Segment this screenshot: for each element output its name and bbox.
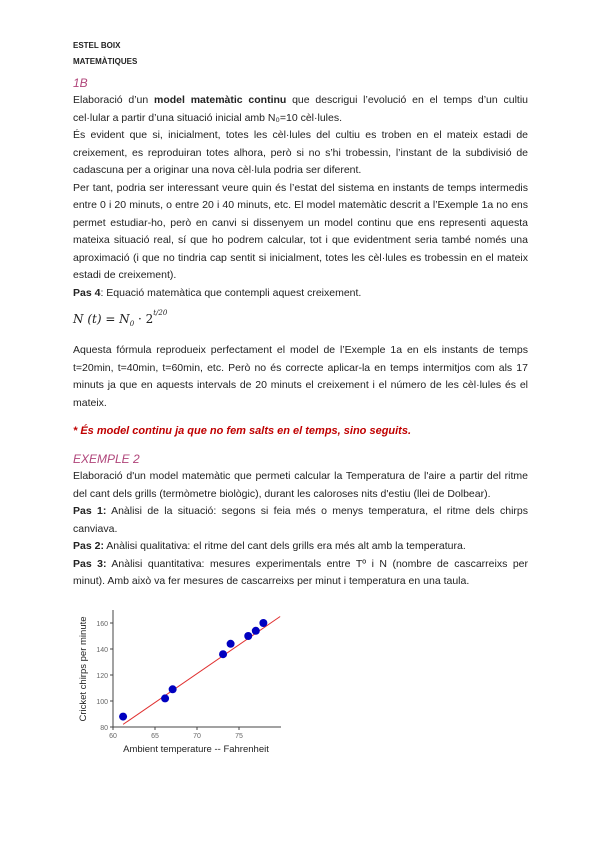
chart-container: 60 65 70 75 80 100 120 140 160 Ambient temperatu… bbox=[60, 599, 528, 757]
x-tick-label: 65 bbox=[151, 733, 159, 740]
y-tick-label: 100 bbox=[96, 699, 108, 706]
data-point bbox=[119, 712, 128, 721]
note: * És model continu ja que no fem salts e… bbox=[73, 425, 412, 437]
section-title: EXEMPLE 2 bbox=[73, 452, 140, 466]
y-tick-label: 160 bbox=[96, 621, 108, 628]
x-tick-label: 60 bbox=[109, 733, 117, 740]
paragraph: Per tant, podria ser interessant veure q… bbox=[73, 181, 528, 282]
paragraph: És evident que si, inicialment, totes le… bbox=[73, 129, 528, 176]
formula: N (t) = N0 · 2t/20 bbox=[73, 309, 168, 328]
header-subject: MATEMÀTIQUES bbox=[73, 57, 138, 66]
example-2: EXEMPLE 2 Elaboració d'un model matemàti… bbox=[73, 450, 528, 591]
section-title: 1B bbox=[73, 76, 88, 90]
paragraph: Elaboració d'un model matemàtic que perm… bbox=[73, 470, 528, 500]
step-3: Pas 3: Anàlisi quantitativa: mesures exp… bbox=[73, 557, 528, 588]
data-point bbox=[226, 639, 235, 648]
y-tick-label: 140 bbox=[96, 647, 108, 654]
data-point bbox=[161, 693, 170, 702]
step-1: Pas 1: Anàlisi de la situació: segons si… bbox=[73, 505, 529, 535]
fit-line bbox=[122, 615, 281, 725]
x-tick-label: 75 bbox=[235, 733, 243, 740]
y-tick-label: 80 bbox=[100, 725, 108, 732]
header-author: ESTEL BOIX bbox=[73, 41, 121, 50]
data-point bbox=[259, 618, 268, 627]
data-point bbox=[219, 649, 228, 658]
x-tick-label: 70 bbox=[193, 733, 201, 740]
step-4: Pas 4: Equació matemàtica que contempli … bbox=[73, 286, 362, 299]
data-point bbox=[244, 631, 253, 640]
section-1b: 1B Elaboració d’un model matemàtic conti… bbox=[73, 74, 528, 440]
paragraph: Elaboració d’un model matemàtic continu … bbox=[73, 94, 529, 124]
x-axis-label: Ambient temperature -- Fahrenheit bbox=[123, 744, 269, 755]
data-point bbox=[251, 626, 260, 635]
y-tick-label: 120 bbox=[96, 673, 108, 680]
y-axis-label: Cricket chirps per minute bbox=[78, 616, 89, 721]
document-page: ESTEL BOIX MATEMÀTIQUES 1B Elaboració d’… bbox=[60, 41, 528, 757]
paragraph: Aquesta fórmula reprodueix perfectament … bbox=[73, 344, 528, 409]
scatter-chart: 60 65 70 75 80 100 120 140 160 Ambient temperatu… bbox=[78, 609, 281, 755]
step-2: Pas 2: Anàlisi qualitativa: el ritme del… bbox=[73, 540, 466, 552]
data-point bbox=[168, 684, 177, 693]
